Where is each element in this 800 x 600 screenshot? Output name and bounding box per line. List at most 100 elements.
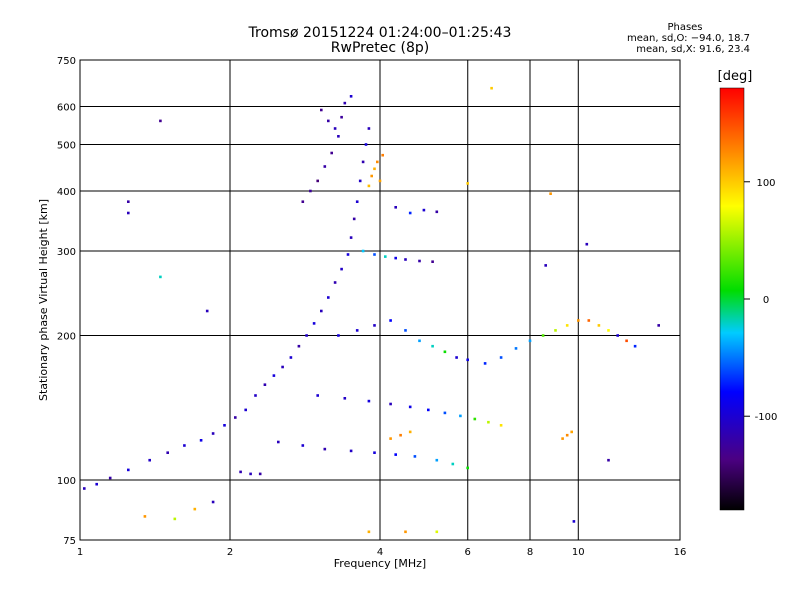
data-point [193, 507, 197, 511]
data-point [361, 249, 365, 253]
data-point [289, 356, 293, 359]
data-point [327, 119, 330, 123]
y-tick-label: 400 [57, 187, 76, 198]
data-point [244, 408, 247, 412]
data-point [587, 319, 591, 322]
data-point [148, 458, 151, 462]
data-point [399, 433, 402, 437]
data-point [570, 430, 573, 434]
phases-o-stats: mean, sd,O: −94.0, 18.7 [627, 33, 750, 44]
data-point [376, 160, 379, 164]
data-point [205, 309, 209, 313]
data-point [127, 200, 130, 203]
data-point [166, 451, 169, 454]
data-point [346, 253, 350, 256]
data-point [370, 174, 373, 178]
data-point [234, 416, 237, 419]
data-point [490, 86, 493, 90]
data-point [249, 472, 252, 476]
y-tick-label: 600 [57, 103, 76, 114]
data-point [554, 329, 557, 332]
data-point [173, 517, 177, 521]
data-point [378, 179, 382, 183]
x-tick-label: 16 [674, 547, 687, 558]
data-point [404, 329, 407, 332]
data-point [223, 424, 226, 427]
data-point [541, 334, 545, 337]
data-point [466, 358, 469, 362]
data-point [408, 211, 412, 215]
data-point [367, 184, 371, 188]
data-point [389, 437, 392, 440]
data-point [487, 420, 490, 424]
x-tick-label: 2 [227, 547, 233, 558]
data-point [565, 324, 569, 327]
data-point [616, 334, 619, 337]
data-point [443, 350, 447, 354]
data-point [373, 253, 376, 256]
x-axis-ticks: 1 2 4 6 8 10 16 [77, 547, 687, 558]
colorbar-tick-label: 0 [763, 295, 769, 306]
x-tick-label: 6 [465, 547, 471, 558]
data-point [577, 319, 580, 322]
data-point [349, 95, 353, 98]
data-point [367, 399, 371, 403]
data-point [466, 466, 469, 470]
data-point [333, 281, 337, 284]
data-point [384, 255, 387, 258]
data-point [340, 115, 343, 119]
data-point [316, 179, 319, 183]
data-point [422, 208, 426, 212]
data-point [451, 462, 455, 466]
data-point [633, 344, 637, 348]
data-point [499, 424, 503, 427]
data-point [389, 319, 392, 322]
data-point [343, 397, 347, 400]
data-point [418, 339, 421, 343]
colorbar-tick-label: 100 [756, 178, 775, 189]
data-point [607, 458, 610, 462]
data-point [355, 200, 359, 203]
phases-x-stats: mean, sd,X: 91.6, 23.4 [636, 44, 750, 55]
data-point [337, 135, 340, 138]
data-point [305, 334, 308, 337]
data-point [301, 444, 305, 447]
data-point [408, 405, 412, 409]
data-point [443, 411, 447, 415]
data-point [159, 119, 162, 123]
x-tick-label: 10 [572, 547, 585, 558]
data-point [413, 455, 417, 458]
data-point [455, 356, 458, 359]
data-point [565, 433, 569, 437]
data-point [127, 211, 130, 215]
data-point [544, 264, 547, 267]
data-point [327, 296, 330, 299]
data-point [427, 408, 430, 412]
chart-title: Tromsø 20151224 01:24:00–01:25:43 RwPret… [170, 26, 590, 56]
data-point [349, 449, 353, 453]
data-point [343, 101, 347, 105]
data-point [549, 192, 552, 195]
data-point [330, 151, 333, 155]
data-point [373, 324, 376, 327]
y-axis-label: Stationary phase Virtual Height [km] [37, 199, 50, 401]
data-point [312, 322, 316, 325]
data-point [183, 444, 186, 447]
grid-lines [80, 60, 680, 540]
data-point [561, 437, 564, 440]
data-point [466, 182, 469, 185]
data-point [316, 394, 319, 397]
data-point [358, 179, 362, 183]
data-point [657, 324, 660, 327]
data-point [127, 468, 130, 472]
y-axis-ticks: 75 100 200 300 400 500 600 750 [57, 56, 76, 547]
data-point [323, 447, 327, 451]
x-tick-label: 1 [77, 547, 83, 558]
data-point [301, 200, 305, 203]
y-tick-label: 500 [57, 141, 76, 152]
data-point [263, 383, 267, 386]
data-point [408, 430, 412, 434]
data-point [394, 206, 397, 209]
data-point [272, 374, 276, 377]
data-point [340, 267, 343, 271]
